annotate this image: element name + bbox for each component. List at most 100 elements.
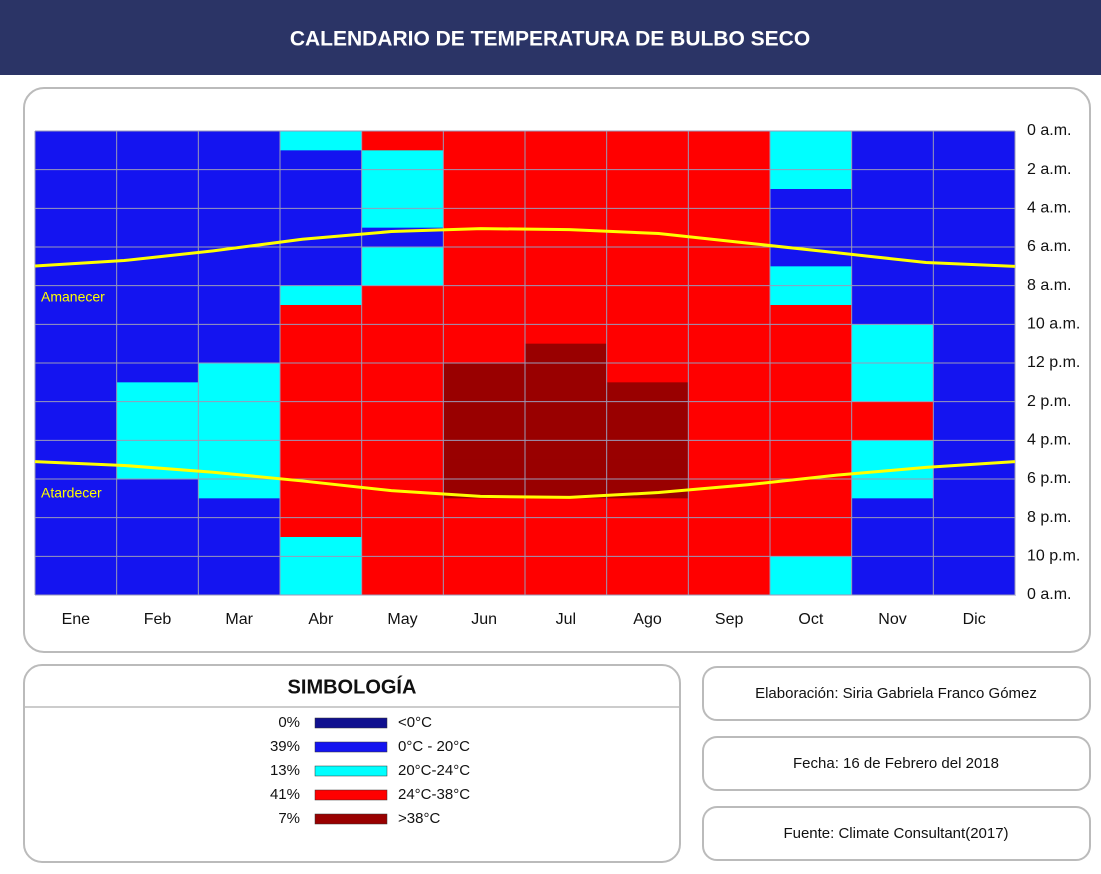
cell [443, 401, 526, 422]
cell [933, 247, 1016, 267]
y-tick-label: 0 a.m. [1027, 586, 1071, 603]
cell [35, 498, 118, 519]
cell [198, 305, 281, 325]
cell [851, 305, 934, 325]
cell [770, 421, 853, 441]
x-tick-label: Nov [878, 611, 906, 628]
cell [933, 575, 1016, 596]
cell [606, 247, 689, 267]
cell [688, 401, 771, 422]
cell [851, 382, 934, 403]
cell [525, 150, 608, 171]
cell [443, 169, 526, 190]
cell [770, 208, 853, 229]
legend-label: 20°C-24°C [398, 762, 470, 779]
cell [933, 498, 1016, 519]
x-tick-label: Sep [715, 611, 744, 628]
cell [35, 343, 118, 364]
cell [606, 421, 689, 441]
legend-swatch [314, 789, 388, 801]
cell [770, 266, 853, 287]
cell [525, 498, 608, 519]
cell [116, 343, 199, 364]
cell [35, 324, 118, 345]
cell [851, 537, 934, 557]
cell [933, 479, 1016, 499]
cell [280, 537, 363, 557]
cell [361, 324, 444, 345]
cell [851, 401, 934, 422]
cell [361, 556, 444, 577]
cell [443, 363, 526, 383]
legend-label: >38°C [398, 810, 440, 827]
cell [606, 382, 689, 403]
cell [525, 479, 608, 499]
cell [35, 556, 118, 577]
header [0, 0, 1101, 75]
cell [688, 517, 771, 538]
info-box [702, 736, 1091, 791]
cell [525, 517, 608, 538]
cell [280, 208, 363, 229]
cell [688, 459, 771, 480]
cell [361, 266, 444, 287]
cell [116, 401, 199, 422]
cell [851, 363, 934, 383]
cell [443, 247, 526, 267]
cell [688, 305, 771, 325]
cell [116, 189, 199, 209]
line-label: Atardecer [41, 484, 102, 500]
legend-swatch [314, 717, 388, 729]
cell [443, 575, 526, 596]
cell [35, 421, 118, 441]
cell [606, 401, 689, 422]
cell [35, 169, 118, 190]
cell [688, 150, 771, 171]
cell [933, 305, 1016, 325]
cell [198, 382, 281, 403]
cell [198, 575, 281, 596]
legend-percent: 7% [278, 810, 300, 827]
cell [280, 363, 363, 383]
cell [770, 517, 853, 538]
y-tick-label: 2 p.m. [1027, 393, 1071, 410]
cell [606, 324, 689, 345]
cell [116, 421, 199, 441]
cell [361, 305, 444, 325]
cell [606, 575, 689, 596]
cell [198, 537, 281, 557]
cell [280, 556, 363, 577]
cell [198, 401, 281, 422]
sun-line [34, 227, 1016, 268]
cell [116, 266, 199, 287]
cell [606, 556, 689, 577]
info-box [702, 806, 1091, 861]
cell [198, 208, 281, 229]
cell [688, 575, 771, 596]
cell [525, 208, 608, 229]
cell [851, 208, 934, 229]
cell [688, 556, 771, 577]
cell [280, 440, 363, 461]
legend-title: SIMBOLOGÍA [288, 675, 417, 698]
cell [606, 440, 689, 461]
cell [361, 421, 444, 441]
cell [361, 343, 444, 364]
cell [35, 575, 118, 596]
cell [361, 247, 444, 267]
cell [35, 150, 118, 171]
cell [361, 169, 444, 190]
cell [35, 382, 118, 403]
y-tick-label: 12 p.m. [1027, 354, 1080, 371]
cell [35, 227, 118, 248]
cell [35, 401, 118, 422]
cell [688, 498, 771, 519]
cell [116, 131, 199, 151]
cell [525, 131, 608, 151]
cell [688, 324, 771, 345]
cell [280, 247, 363, 267]
legend-label: <0°C [398, 714, 432, 731]
info-text: Fecha: 16 de Febrero del 2018 [793, 755, 999, 772]
cell [280, 498, 363, 519]
